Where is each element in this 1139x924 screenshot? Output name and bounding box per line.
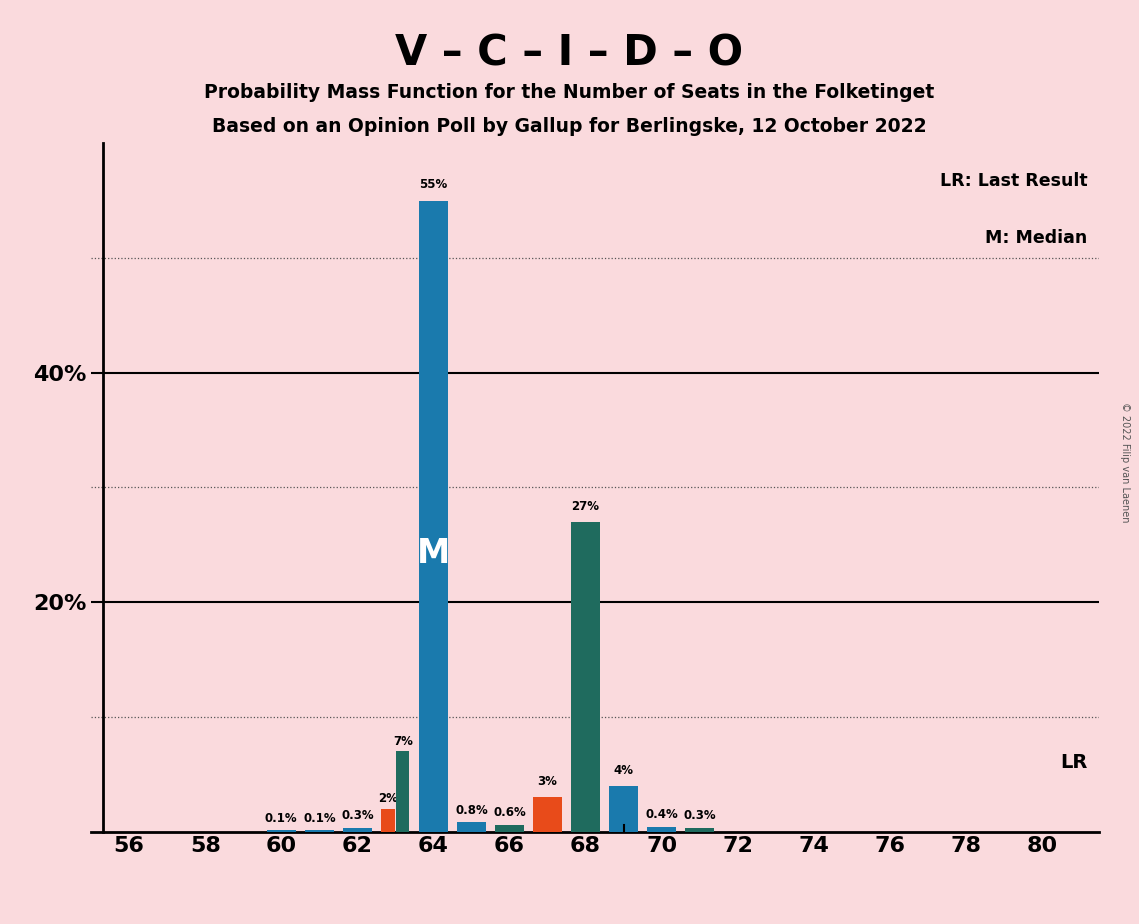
Bar: [382, 808, 395, 832]
Text: 0.4%: 0.4%: [646, 808, 678, 821]
Bar: [305, 831, 334, 832]
Bar: [343, 828, 371, 832]
Bar: [457, 822, 485, 832]
Bar: [267, 831, 296, 832]
Bar: [495, 825, 524, 832]
Text: 0.6%: 0.6%: [493, 806, 526, 819]
Text: © 2022 Filip van Laenen: © 2022 Filip van Laenen: [1121, 402, 1130, 522]
Bar: [419, 201, 448, 832]
Text: 27%: 27%: [572, 500, 599, 513]
Text: Probability Mass Function for the Number of Seats in the Folketinget: Probability Mass Function for the Number…: [204, 83, 935, 103]
Bar: [396, 751, 409, 832]
Text: 0.8%: 0.8%: [456, 804, 487, 817]
Text: 2%: 2%: [378, 792, 398, 805]
Text: M: M: [417, 538, 450, 570]
Text: 0.3%: 0.3%: [341, 809, 374, 822]
Text: 55%: 55%: [419, 178, 448, 191]
Bar: [647, 827, 675, 832]
Text: LR: Last Result: LR: Last Result: [940, 172, 1088, 190]
Text: 0.1%: 0.1%: [265, 811, 297, 825]
Bar: [572, 522, 600, 832]
Bar: [533, 797, 562, 832]
Text: LR: LR: [1060, 753, 1088, 772]
Text: 3%: 3%: [538, 775, 557, 788]
Text: V – C – I – D – O: V – C – I – D – O: [395, 32, 744, 74]
Bar: [609, 785, 638, 832]
Text: 7%: 7%: [393, 735, 412, 748]
Bar: [686, 828, 714, 832]
Text: 4%: 4%: [614, 763, 633, 776]
Text: 0.1%: 0.1%: [303, 811, 336, 825]
Text: Based on an Opinion Poll by Gallup for Berlingske, 12 October 2022: Based on an Opinion Poll by Gallup for B…: [212, 117, 927, 137]
Text: M: Median: M: Median: [985, 229, 1088, 248]
Text: 0.3%: 0.3%: [683, 809, 716, 822]
